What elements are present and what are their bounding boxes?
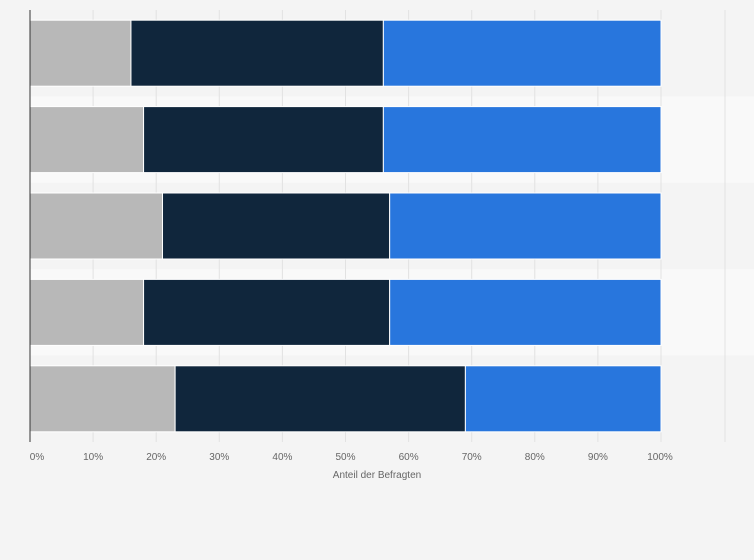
bars: [29, 19, 662, 433]
bar-segment: [29, 365, 176, 433]
bar-segment: [162, 192, 391, 260]
bar-segment: [143, 278, 391, 346]
bar-segment: [389, 192, 662, 260]
x-tick-label: 50%: [335, 452, 355, 463]
bar-segment: [29, 106, 145, 174]
x-tick-label: 0%: [30, 452, 45, 463]
bar-segment: [130, 19, 384, 87]
x-tick-label: 90%: [588, 452, 608, 463]
x-tick-label: 60%: [399, 452, 419, 463]
bar-segment: [29, 278, 145, 346]
x-tick-label: 40%: [272, 452, 292, 463]
x-tick-label: 30%: [209, 452, 229, 463]
x-tick-label: 80%: [525, 452, 545, 463]
bar-segment: [29, 192, 164, 260]
bar-segment: [382, 106, 662, 174]
bar-segment: [389, 278, 662, 346]
x-tick-label: 20%: [146, 452, 166, 463]
bar-segment: [382, 19, 662, 87]
x-axis-title: Anteil der Befragten: [333, 470, 421, 481]
x-tick-label: 100%: [647, 452, 673, 463]
x-tick-label: 10%: [83, 452, 103, 463]
bar-segment: [143, 106, 384, 174]
bar-segment: [29, 19, 132, 87]
x-tick-label: 70%: [462, 452, 482, 463]
x-tick-labels: 0% 10% 20% 30% 40% 50% 60% 70% 80% 90% 100%: [30, 452, 673, 463]
bar-segment: [464, 365, 662, 433]
bar-segment: [174, 365, 466, 433]
